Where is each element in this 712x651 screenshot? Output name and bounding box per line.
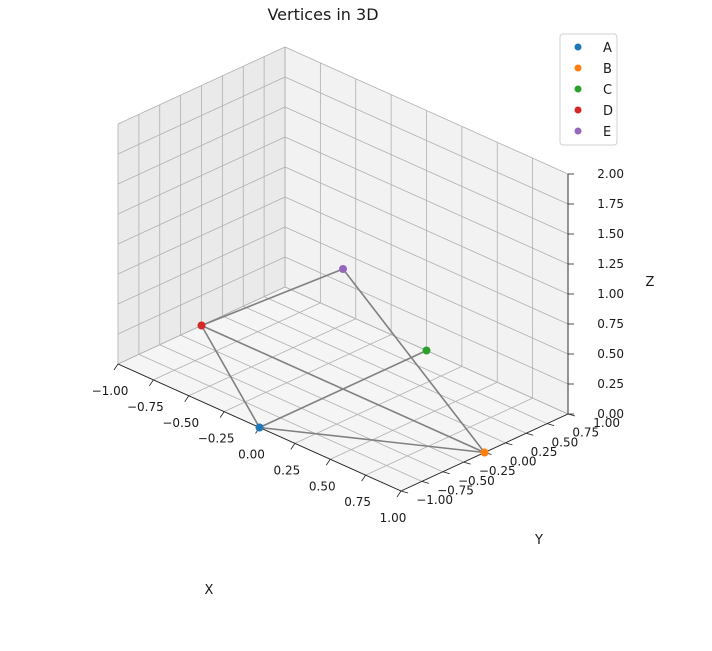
y-tick-label: −1.00 <box>416 493 453 507</box>
point-d <box>197 321 206 330</box>
y-tick-label: 1.00 <box>593 416 620 430</box>
edge-b-d <box>201 324 485 454</box>
legend-label-a: A <box>603 41 612 56</box>
z-tick-label: 1.25 <box>597 257 624 271</box>
x-axis-label: X <box>205 583 214 598</box>
chart-title: Vertices in 3D <box>267 5 378 24</box>
legend-label-b: B <box>603 62 612 77</box>
grid-line <box>284 76 569 205</box>
z-tick-label: 1.75 <box>597 197 624 211</box>
x-tick-label: 0.25 <box>274 463 301 477</box>
point-a <box>255 423 264 432</box>
x-tick-mark <box>219 411 225 418</box>
grid-line <box>284 46 569 175</box>
z-tick-label: 0.00 <box>597 407 624 421</box>
grid-line <box>117 76 286 155</box>
y-tick-label: 0.75 <box>572 426 599 440</box>
z-tick-label: 0.75 <box>597 317 624 331</box>
y-tick-mark <box>567 413 576 417</box>
grid-lines <box>117 46 569 492</box>
x-tick-mark <box>149 379 154 387</box>
legend-marker-b <box>574 64 582 72</box>
y-tick-mark <box>547 423 555 427</box>
point-c <box>422 346 431 355</box>
y-tick-mark <box>421 480 429 484</box>
x-tick-mark <box>361 474 366 482</box>
y-tick-mark <box>442 471 450 475</box>
edge-b-e <box>342 268 486 453</box>
x-tick-mark <box>184 395 190 402</box>
y-tick-label: −0.25 <box>479 464 516 478</box>
legend-marker-d <box>574 106 582 114</box>
z-tick-label: 0.25 <box>597 377 624 391</box>
grid-line <box>284 166 569 295</box>
edge-a-d <box>200 325 261 428</box>
y-tick-label: 0.00 <box>510 455 537 469</box>
x-tick-mark <box>113 363 119 371</box>
legend-label-d: D <box>603 104 613 119</box>
point-b <box>480 448 489 457</box>
x-tick-label: −0.50 <box>162 416 199 430</box>
legend-marker-a <box>574 43 582 51</box>
data-points <box>197 265 489 457</box>
x-tick-label: 0.75 <box>344 495 371 509</box>
grid-line <box>284 136 569 265</box>
z-axis-label: Z <box>646 275 655 290</box>
x-tick-label: −0.75 <box>127 400 164 414</box>
grid-line <box>117 166 286 245</box>
edge-d-e <box>201 268 344 327</box>
legend-marker-c <box>574 85 582 93</box>
y-tick-label: −0.50 <box>458 474 495 488</box>
y-tick-label: 0.25 <box>531 445 558 459</box>
grid-line <box>117 46 286 125</box>
y-axis-label: Y <box>534 533 543 548</box>
x-tick-label: 0.50 <box>309 479 336 493</box>
y-tick-mark <box>463 461 471 465</box>
axis-ticks: −1.00 −1.00 0.00 −0.75 −0.75 0.25 −0.50 −0.50 0.… <box>92 167 624 525</box>
x-tick-label: −1.00 <box>92 384 129 398</box>
legend-label-c: C <box>603 83 612 98</box>
x-tick-mark <box>290 443 296 450</box>
legend-box <box>559 33 618 146</box>
x-tick-label: −0.25 <box>198 432 235 446</box>
y-tick-mark <box>505 442 513 446</box>
x-tick-label: 1.00 <box>380 511 407 525</box>
grid-line <box>284 106 569 235</box>
grid-line <box>117 106 286 185</box>
legend-marker-e <box>574 127 582 135</box>
x-tick-mark <box>325 459 331 466</box>
z-tick-label: 2.00 <box>597 167 624 181</box>
z-tick-label: 1.00 <box>597 287 624 301</box>
y-tick-mark <box>400 490 409 494</box>
point-e <box>339 265 347 273</box>
edge-a-b <box>259 426 485 454</box>
x-tick-mark <box>396 490 402 498</box>
z-tick-label: 0.50 <box>597 347 624 361</box>
y-tick-label: 0.50 <box>552 435 579 449</box>
y-tick-mark <box>526 432 534 436</box>
x-tick-label: 0.00 <box>238 448 265 462</box>
y-tick-label: −0.75 <box>437 483 474 497</box>
edge-lines <box>200 268 486 454</box>
grid-line <box>117 136 286 215</box>
legend-label-e: E <box>603 125 611 140</box>
z-tick-label: 1.50 <box>597 227 624 241</box>
